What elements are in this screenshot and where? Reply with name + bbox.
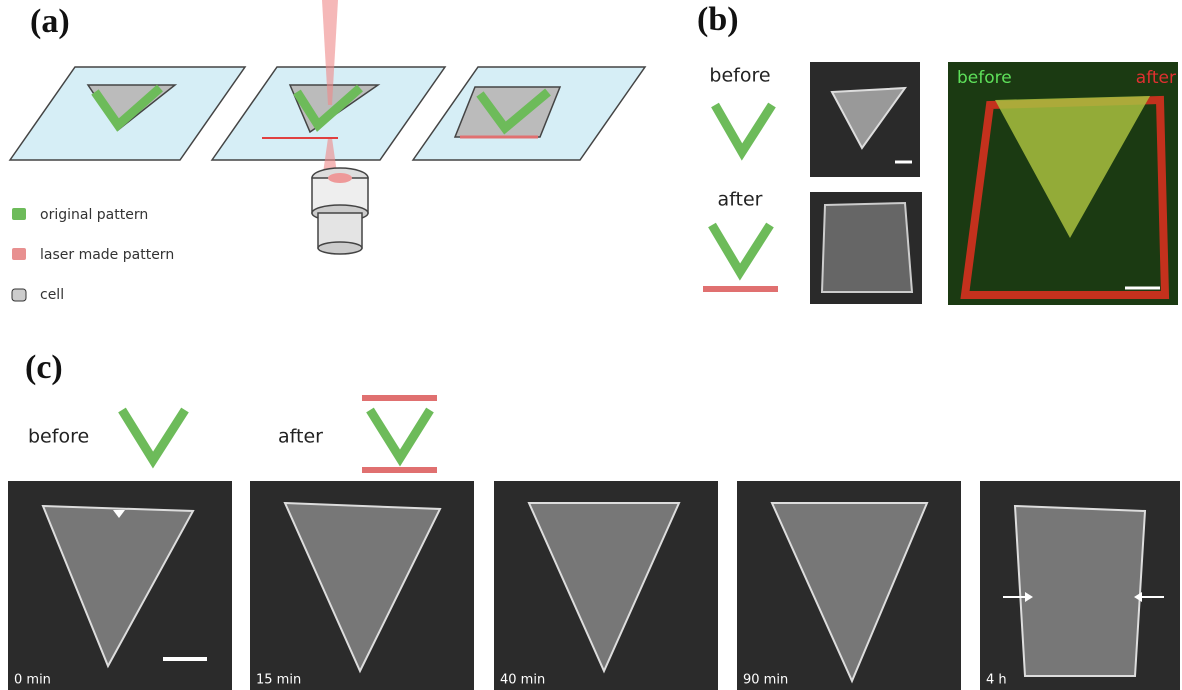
time-label: 4 h (986, 673, 1007, 688)
pattern (370, 410, 430, 458)
figure: (a) original pattern laser made pattern … (0, 0, 1182, 690)
overlay-label: before (957, 68, 1012, 88)
cell (1015, 506, 1145, 676)
pattern (122, 410, 185, 460)
label: after (718, 189, 763, 211)
panel-label: (c) (25, 349, 63, 386)
legend-text: laser made pattern (40, 247, 174, 263)
legend-swatch (12, 208, 26, 220)
frames: 0 min 15 min 40 min 90 min 4 h (8, 481, 1180, 690)
legend-swatch (12, 248, 26, 260)
label: after (278, 426, 323, 448)
legend-swatch (12, 289, 26, 301)
time-label: 40 min (500, 673, 545, 688)
pattern (715, 105, 772, 152)
time-label: 0 min (14, 673, 51, 688)
time-label: 90 min (743, 673, 788, 688)
overlay-label: after (1136, 68, 1176, 88)
label: before (28, 426, 89, 448)
label: before (709, 65, 770, 87)
pattern (712, 225, 770, 272)
cell (822, 203, 912, 292)
panel-label: (b) (697, 1, 739, 38)
legend-text: original pattern (40, 207, 148, 223)
legend-text: cell (40, 287, 64, 303)
time-label: 15 min (256, 673, 301, 688)
panel-label: (a) (30, 3, 70, 40)
